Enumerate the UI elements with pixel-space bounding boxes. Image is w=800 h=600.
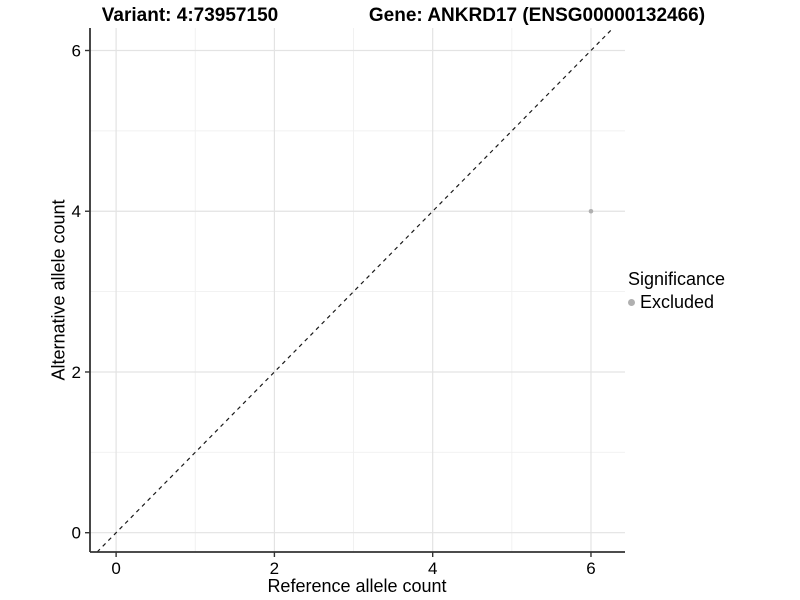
legend-item-label: Excluded [640, 292, 715, 312]
variant-title: Variant: 4:73957150 [101, 5, 279, 26]
legend-title: Significance [628, 269, 726, 289]
x-tick-label-2: 2 [270, 559, 279, 578]
legend-item-excluded: Excluded [628, 292, 725, 313]
x-tick-label-0: 0 [111, 559, 120, 578]
y-tick-label-6: 6 [72, 42, 81, 61]
x-axis-title: Reference allele count [267, 576, 447, 596]
identity-dashed-line [96, 27, 614, 553]
y-tick-label-2: 2 [72, 363, 81, 382]
y-tick-label-4: 4 [72, 202, 81, 221]
legend-dot-icon [628, 299, 635, 306]
gene-title: Gene: ANKRD17 (ENSG00000132466) [368, 5, 706, 26]
data-point-0 [588, 208, 594, 214]
legend: Significance Excluded [628, 269, 725, 313]
x-tick-label-6: 6 [586, 559, 595, 578]
x-tick-label-4: 4 [428, 559, 437, 578]
y-tick-label-0: 0 [72, 524, 81, 543]
y-axis-title: Alternative allele count [48, 199, 69, 381]
